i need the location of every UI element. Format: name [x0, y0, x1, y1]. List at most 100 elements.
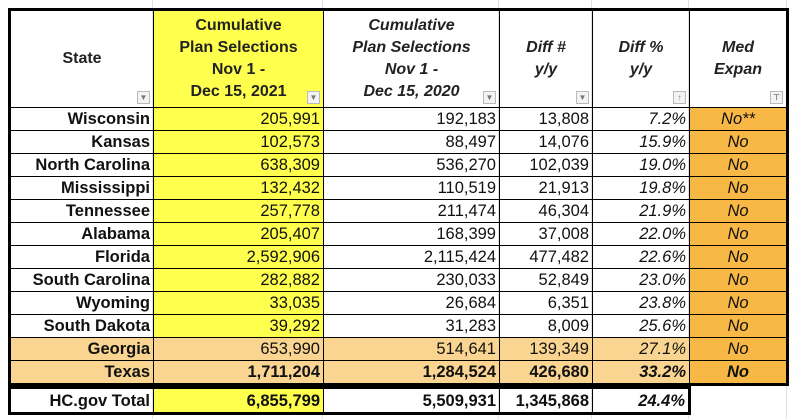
- cell-pct: 27.1%: [592, 337, 690, 361]
- sort-icon[interactable]: ↑: [673, 91, 686, 104]
- cell-s2020: 211,474: [323, 199, 500, 223]
- cell-s2021: 638,309: [153, 153, 324, 177]
- table-row: Tennessee 257,778 211,474 46,304 21.9% No: [9, 199, 788, 223]
- cell-state: Florida: [9, 245, 154, 269]
- cell-med: No: [689, 199, 788, 223]
- cell-state: Georgia: [9, 337, 154, 361]
- cell-s2021: 653,990: [153, 337, 324, 361]
- cell-diff: 13,808: [499, 107, 593, 131]
- cell-diff: 139,349: [499, 337, 593, 361]
- cell-s2021: 33,035: [153, 291, 324, 315]
- total-2021: 6,855,799: [153, 387, 324, 414]
- cell-s2020: 230,033: [323, 268, 500, 292]
- cell-med: No: [689, 314, 788, 338]
- cell-state: Alabama: [9, 222, 154, 246]
- cell-state: South Dakota: [9, 314, 154, 338]
- cell-s2020: 110,519: [323, 176, 500, 200]
- cell-s2021: 257,778: [153, 199, 324, 223]
- dropdown-arrow-icon[interactable]: ▼: [307, 91, 320, 104]
- cell-s2021: 205,991: [153, 107, 324, 131]
- cell-s2020: 1,284,524: [323, 360, 500, 385]
- header-med-expan: Med Expan ⊤: [689, 9, 788, 108]
- cell-s2020: 26,684: [323, 291, 500, 315]
- table-row: Kansas 102,573 88,497 14,076 15.9% No: [9, 130, 788, 154]
- table-row: Wisconsin 205,991 192,183 13,808 7.2% No**: [9, 107, 788, 131]
- table-row: Wyoming 33,035 26,684 6,351 23.8% No: [9, 291, 788, 315]
- cell-diff: 46,304: [499, 199, 593, 223]
- cell-med: No: [689, 337, 788, 361]
- total-row: HC.gov Total 6,855,799 5,509,931 1,345,8…: [9, 387, 690, 414]
- cell-pct: 7.2%: [592, 107, 690, 131]
- cell-s2020: 88,497: [323, 130, 500, 154]
- cell-med: No: [689, 153, 788, 177]
- cell-med: No: [689, 291, 788, 315]
- header-diff-pct: Diff % y/y ↑: [592, 9, 690, 108]
- cell-med: No: [689, 360, 788, 385]
- cell-med: No: [689, 222, 788, 246]
- cell-diff: 21,913: [499, 176, 593, 200]
- total-pct: 24.4%: [592, 387, 690, 414]
- cell-pct: 19.0%: [592, 153, 690, 177]
- cell-s2021: 39,292: [153, 314, 324, 338]
- dropdown-arrow-icon[interactable]: ▼: [137, 91, 150, 104]
- dropdown-arrow-icon[interactable]: ▼: [483, 91, 496, 104]
- filter-active-icon[interactable]: ⊤: [770, 91, 783, 104]
- cell-diff: 477,482: [499, 245, 593, 269]
- cell-diff: 52,849: [499, 268, 593, 292]
- header-row: State ▼ Cumulative Plan Selections Nov 1 -D…: [9, 9, 788, 108]
- cell-state: Mississippi: [9, 176, 154, 200]
- cell-med: No: [689, 176, 788, 200]
- cell-pct: 33.2%: [592, 360, 690, 385]
- cell-pct: 19.8%: [592, 176, 690, 200]
- table-row: Alabama 205,407 168,399 37,008 22.0% No: [9, 222, 788, 246]
- cell-pct: 23.0%: [592, 268, 690, 292]
- cell-pct: 22.0%: [592, 222, 690, 246]
- cell-state: Wyoming: [9, 291, 154, 315]
- cell-s2021: 2,592,906: [153, 245, 324, 269]
- cell-med: No: [689, 268, 788, 292]
- cell-s2020: 168,399: [323, 222, 500, 246]
- header-2020: Cumulative Plan Selections Nov 1 - Dec 15, …: [323, 9, 500, 108]
- cell-diff: 37,008: [499, 222, 593, 246]
- dropdown-arrow-icon[interactable]: ▼: [576, 91, 589, 104]
- table-row: South Dakota 39,292 31,283 8,009 25.6% No: [9, 314, 788, 338]
- cell-pct: 23.8%: [592, 291, 690, 315]
- cell-s2020: 2,115,424: [323, 245, 500, 269]
- cell-s2020: 192,183: [323, 107, 500, 131]
- cell-diff: 8,009: [499, 314, 593, 338]
- cell-pct: 25.6%: [592, 314, 690, 338]
- cell-s2020: 536,270: [323, 153, 500, 177]
- header-state: State ▼: [9, 9, 154, 108]
- cell-s2021: 1,711,204: [153, 360, 324, 385]
- cell-diff: 14,076: [499, 130, 593, 154]
- total-label: HC.gov Total: [9, 387, 154, 414]
- header-2021: Cumulative Plan Selections Nov 1 - Dec 15, …: [153, 9, 324, 108]
- cell-pct: 22.6%: [592, 245, 690, 269]
- cell-state: Texas: [9, 360, 154, 385]
- cell-pct: 21.9%: [592, 199, 690, 223]
- cell-s2021: 205,407: [153, 222, 324, 246]
- cell-s2020: 514,641: [323, 337, 500, 361]
- cell-diff: 102,039: [499, 153, 593, 177]
- cell-med: No**: [689, 107, 788, 131]
- cell-diff: 426,680: [499, 360, 593, 385]
- table-row: North Carolina 638,309 536,270 102,039 19.0%…: [9, 153, 788, 177]
- table-row: Texas 1,711,204 1,284,524 426,680 33.2% No: [9, 360, 788, 385]
- cell-diff: 6,351: [499, 291, 593, 315]
- cell-med: No: [689, 130, 788, 154]
- total-2020: 5,509,931: [323, 387, 500, 414]
- cell-s2021: 102,573: [153, 130, 324, 154]
- total-diff: 1,345,868: [499, 387, 593, 414]
- cell-state: North Carolina: [9, 153, 154, 177]
- table-row: Florida 2,592,906 2,115,424 477,482 22.6% No: [9, 245, 788, 269]
- header-diff-num: Diff # y/y ▼: [499, 9, 593, 108]
- cell-s2020: 31,283: [323, 314, 500, 338]
- cell-state: South Carolina: [9, 268, 154, 292]
- table-row: Georgia 653,990 514,641 139,349 27.1% No: [9, 337, 788, 361]
- cell-state: Tennessee: [9, 199, 154, 223]
- cell-state: Wisconsin: [9, 107, 154, 131]
- cell-s2021: 132,432: [153, 176, 324, 200]
- cell-pct: 15.9%: [592, 130, 690, 154]
- cell-med: No: [689, 245, 788, 269]
- data-table: State ▼ Cumulative Plan Selections Nov 1 -D…: [8, 8, 789, 386]
